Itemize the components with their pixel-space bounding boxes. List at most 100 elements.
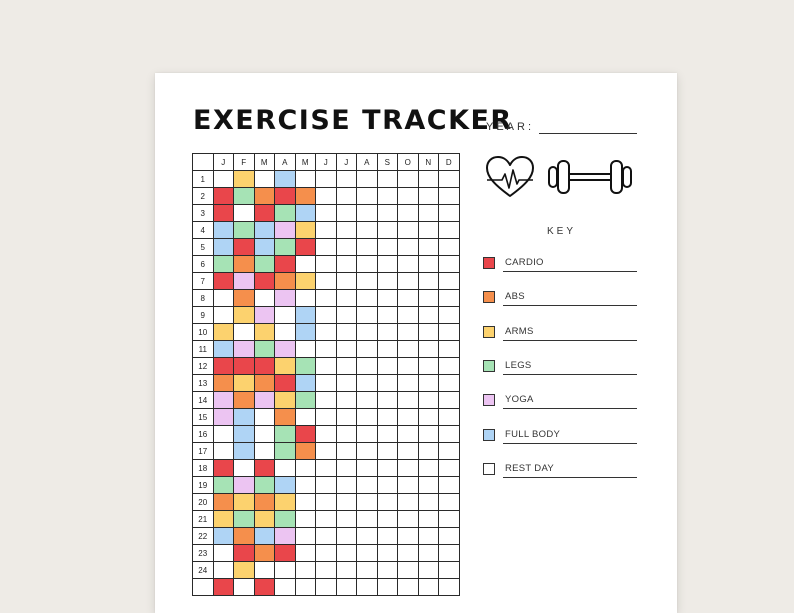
- tracker-cell[interactable]: [417, 306, 439, 324]
- tracker-cell[interactable]: [376, 255, 398, 273]
- tracker-cell[interactable]: [335, 306, 357, 324]
- tracker-cell[interactable]: [274, 476, 296, 494]
- tracker-cell[interactable]: [417, 289, 439, 307]
- tracker-cell[interactable]: [253, 493, 275, 511]
- tracker-cell[interactable]: [356, 510, 378, 528]
- tracker-cell[interactable]: [356, 289, 378, 307]
- tracker-cell[interactable]: [212, 544, 234, 562]
- tracker-cell[interactable]: [397, 238, 419, 256]
- tracker-cell[interactable]: [294, 561, 316, 579]
- tracker-cell[interactable]: [274, 493, 296, 511]
- tracker-cell[interactable]: [212, 527, 234, 545]
- tracker-cell[interactable]: [376, 578, 398, 596]
- tracker-cell[interactable]: [274, 442, 296, 460]
- tracker-cell[interactable]: [356, 476, 378, 494]
- tracker-cell[interactable]: [356, 204, 378, 222]
- tracker-cell[interactable]: [417, 408, 439, 426]
- tracker-cell[interactable]: [233, 204, 255, 222]
- tracker-cell[interactable]: [294, 425, 316, 443]
- tracker-cell[interactable]: [294, 340, 316, 358]
- tracker-cell[interactable]: [274, 459, 296, 477]
- tracker-cell[interactable]: [376, 272, 398, 290]
- tracker-cell[interactable]: [376, 459, 398, 477]
- tracker-cell[interactable]: [376, 408, 398, 426]
- tracker-cell[interactable]: [233, 187, 255, 205]
- tracker-cell[interactable]: [376, 306, 398, 324]
- tracker-cell[interactable]: [274, 272, 296, 290]
- tracker-cell[interactable]: [335, 510, 357, 528]
- tracker-cell[interactable]: [233, 238, 255, 256]
- tracker-cell[interactable]: [212, 425, 234, 443]
- tracker-cell[interactable]: [438, 527, 460, 545]
- tracker-cell[interactable]: [294, 238, 316, 256]
- tracker-cell[interactable]: [233, 340, 255, 358]
- tracker-cell[interactable]: [315, 357, 337, 375]
- tracker-cell[interactable]: [315, 459, 337, 477]
- tracker-cell[interactable]: [294, 459, 316, 477]
- tracker-cell[interactable]: [233, 578, 255, 596]
- tracker-cell[interactable]: [376, 493, 398, 511]
- tracker-cell[interactable]: [315, 340, 337, 358]
- tracker-cell[interactable]: [397, 170, 419, 188]
- tracker-cell[interactable]: [294, 442, 316, 460]
- tracker-cell[interactable]: [253, 527, 275, 545]
- tracker-cell[interactable]: [438, 357, 460, 375]
- year-field[interactable]: [539, 133, 637, 134]
- tracker-cell[interactable]: [356, 374, 378, 392]
- tracker-cell[interactable]: [438, 544, 460, 562]
- tracker-cell[interactable]: [335, 544, 357, 562]
- tracker-cell[interactable]: [274, 408, 296, 426]
- tracker-cell[interactable]: [274, 527, 296, 545]
- tracker-cell[interactable]: [417, 493, 439, 511]
- tracker-cell[interactable]: [274, 221, 296, 239]
- tracker-cell[interactable]: [417, 221, 439, 239]
- tracker-cell[interactable]: [233, 561, 255, 579]
- tracker-cell[interactable]: [397, 493, 419, 511]
- tracker-cell[interactable]: [397, 476, 419, 494]
- tracker-cell[interactable]: [274, 204, 296, 222]
- tracker-cell[interactable]: [212, 374, 234, 392]
- tracker-cell[interactable]: [376, 357, 398, 375]
- tracker-cell[interactable]: [253, 476, 275, 494]
- tracker-cell[interactable]: [315, 442, 337, 460]
- tracker-cell[interactable]: [397, 357, 419, 375]
- tracker-cell[interactable]: [356, 221, 378, 239]
- tracker-cell[interactable]: [294, 408, 316, 426]
- tracker-cell[interactable]: [294, 187, 316, 205]
- tracker-cell[interactable]: [397, 442, 419, 460]
- tracker-cell[interactable]: [335, 238, 357, 256]
- tracker-cell[interactable]: [274, 323, 296, 341]
- tracker-cell[interactable]: [233, 357, 255, 375]
- tracker-cell[interactable]: [397, 340, 419, 358]
- tracker-cell[interactable]: [356, 357, 378, 375]
- tracker-cell[interactable]: [438, 255, 460, 273]
- tracker-cell[interactable]: [253, 238, 275, 256]
- tracker-cell[interactable]: [397, 272, 419, 290]
- tracker-cell[interactable]: [356, 544, 378, 562]
- tracker-cell[interactable]: [397, 255, 419, 273]
- tracker-cell[interactable]: [315, 255, 337, 273]
- tracker-cell[interactable]: [294, 493, 316, 511]
- tracker-cell[interactable]: [376, 425, 398, 443]
- tracker-cell[interactable]: [356, 170, 378, 188]
- tracker-cell[interactable]: [438, 408, 460, 426]
- tracker-cell[interactable]: [397, 187, 419, 205]
- tracker-cell[interactable]: [233, 425, 255, 443]
- tracker-cell[interactable]: [212, 204, 234, 222]
- tracker-cell[interactable]: [335, 221, 357, 239]
- tracker-cell[interactable]: [253, 425, 275, 443]
- tracker-cell[interactable]: [274, 170, 296, 188]
- tracker-cell[interactable]: [417, 357, 439, 375]
- tracker-cell[interactable]: [417, 459, 439, 477]
- tracker-cell[interactable]: [417, 374, 439, 392]
- tracker-cell[interactable]: [233, 255, 255, 273]
- tracker-cell[interactable]: [233, 289, 255, 307]
- tracker-cell[interactable]: [376, 391, 398, 409]
- tracker-cell[interactable]: [397, 425, 419, 443]
- tracker-cell[interactable]: [376, 170, 398, 188]
- tracker-cell[interactable]: [315, 561, 337, 579]
- tracker-cell[interactable]: [376, 476, 398, 494]
- tracker-cell[interactable]: [274, 391, 296, 409]
- tracker-cell[interactable]: [233, 170, 255, 188]
- tracker-cell[interactable]: [417, 391, 439, 409]
